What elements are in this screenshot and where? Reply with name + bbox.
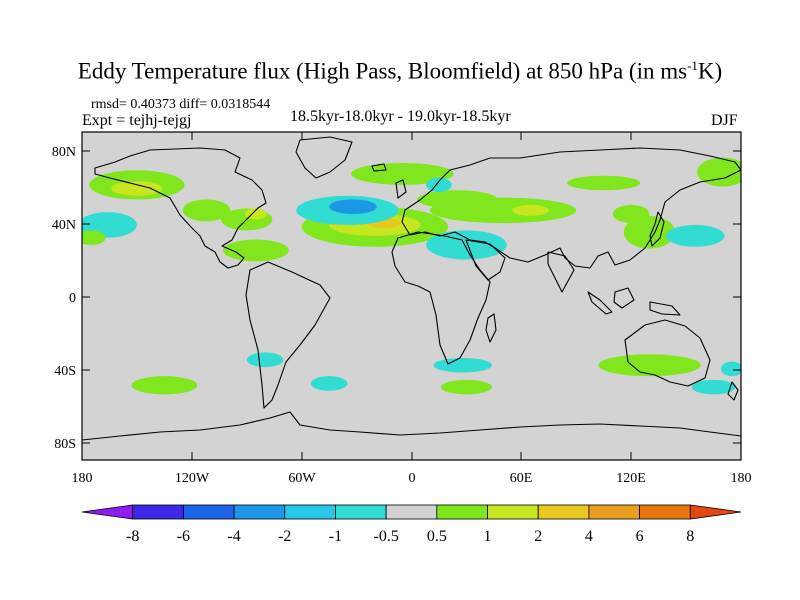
anomaly-patch <box>697 157 741 187</box>
anomaly-patch <box>567 175 641 191</box>
anomaly-patch <box>426 177 452 193</box>
colorbar-box <box>182 504 235 520</box>
colorbar-box <box>537 504 590 520</box>
colorbar-box <box>639 504 691 520</box>
lat-label-40n: 40N <box>52 218 76 233</box>
lon-labels: 180 120W 60W 0 60E 120E 180 <box>72 471 752 486</box>
lon-label-180w: 180 <box>72 471 93 486</box>
anomaly-patch <box>182 199 231 222</box>
anomaly-patch <box>429 197 577 224</box>
colorbar-box <box>436 504 488 520</box>
colorbar-box <box>487 504 539 520</box>
colorbar-box <box>689 504 742 520</box>
coast-new-zealand <box>727 381 739 401</box>
colorbar-box <box>132 504 184 520</box>
colorbar-box <box>81 504 134 520</box>
stats-label: rmsd= 0.40373 diff= 0.0318544 <box>91 97 271 112</box>
anomaly-patch <box>665 224 725 247</box>
experiment-label: Expt = tejhj-tejgj <box>82 112 192 129</box>
colorbar-box <box>335 504 387 520</box>
colorbar-label: -0.5 <box>373 528 398 545</box>
lon-label-60w: 60W <box>288 471 316 486</box>
colorbar-box <box>284 504 336 520</box>
lon-label-120e: 120E <box>616 471 646 486</box>
anomaly-patch <box>433 357 493 373</box>
colorbar-label: -8 <box>126 528 139 545</box>
lon-label-60e: 60E <box>510 471 533 486</box>
anomaly-patch <box>246 352 284 368</box>
coast-japan <box>649 211 665 247</box>
lon-label-180e: 180 <box>731 471 752 486</box>
colorbar-label: -2 <box>278 528 291 545</box>
lat-label-80s: 80S <box>54 437 76 452</box>
title-exponent: -1 <box>687 58 698 73</box>
coast-borneo <box>613 287 635 309</box>
period-label: 18.5kyr-18.0kyr - 19.0kyr-18.5kyr <box>290 108 511 125</box>
season-label: DJF <box>711 112 738 129</box>
plot-title: Eddy Temperature flux (High Pass, Bloomf… <box>0 58 800 85</box>
title-main: Eddy Temperature flux (High Pass, Bloomf… <box>77 58 688 84</box>
coast-antarctica <box>82 411 741 441</box>
lat-label-80n: 80N <box>52 145 76 160</box>
colorbar-label: -1 <box>329 528 342 545</box>
lat-ticks <box>82 150 741 444</box>
coastline-layer <box>82 136 741 441</box>
colorbar-label: 4 <box>585 528 593 545</box>
title-suffix: K) <box>697 58 723 84</box>
lat-label-40s: 40S <box>54 364 76 379</box>
colorbar-label: -6 <box>177 528 190 545</box>
lat-labels: 80N 40N 0 40S 80S <box>52 145 76 452</box>
colorbar-box <box>233 504 286 520</box>
colorbar <box>81 504 742 520</box>
lon-label-120w: 120W <box>175 471 210 486</box>
colorbar-label: 8 <box>686 528 694 545</box>
anomaly-patch <box>691 379 736 395</box>
coast-india <box>547 251 575 293</box>
lon-label-0: 0 <box>409 471 416 486</box>
lat-label-0: 0 <box>69 291 76 306</box>
anomaly-patch <box>426 230 507 260</box>
coast-iceland <box>371 163 387 172</box>
anomaly-patch <box>720 361 741 377</box>
anomaly-patch <box>82 230 106 245</box>
colorbar-box <box>588 504 641 520</box>
coast-madagascar <box>485 313 497 343</box>
coast-south-america <box>245 261 331 409</box>
coast-eurasia <box>401 147 741 269</box>
coast-arabia <box>465 239 506 281</box>
coast-sumatra <box>587 291 613 315</box>
coast-uk <box>395 179 407 199</box>
anomaly-patch <box>222 239 289 262</box>
coast-new-guinea <box>649 301 681 316</box>
anomaly-patch <box>131 376 198 395</box>
colorbar-labels: -8 -6 -4 -2 -1 -0.5 0.5 1 2 4 6 8 <box>126 528 694 545</box>
anomaly-patch <box>310 376 348 391</box>
coast-north-america <box>94 147 267 269</box>
lon-ticks <box>81 132 742 460</box>
coast-australia <box>624 319 711 387</box>
anomaly-patch <box>111 181 163 196</box>
colorbar-label: -4 <box>227 528 240 545</box>
colorbar-label: 6 <box>636 528 644 545</box>
colorbar-label: 0.5 <box>427 528 447 545</box>
colorbar-label: 2 <box>534 528 542 545</box>
anomaly-patch <box>329 199 377 214</box>
anomaly-patch <box>244 208 267 220</box>
anomaly-patch <box>598 354 701 377</box>
anomaly-patch <box>440 379 493 395</box>
coast-greenland <box>295 136 353 179</box>
anomaly-patch <box>351 162 454 185</box>
anomaly-patch <box>512 204 549 216</box>
coast-africa <box>391 231 491 365</box>
anomaly-patch <box>623 215 676 249</box>
colorbar-box <box>385 504 438 520</box>
colorbar-label: 1 <box>484 528 492 545</box>
